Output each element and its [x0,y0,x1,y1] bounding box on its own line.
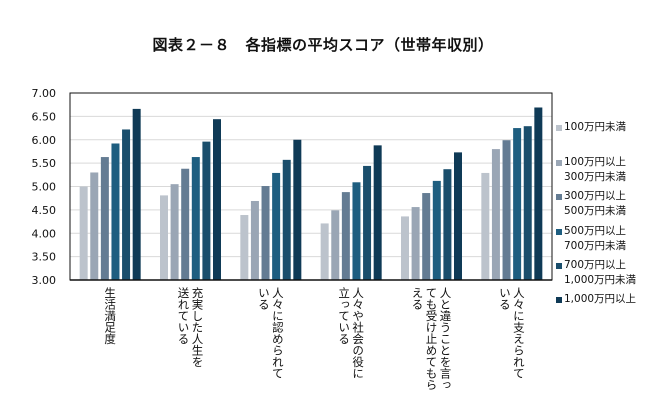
bar [341,192,350,280]
bar [443,169,452,280]
bar [523,126,532,280]
bar [422,193,431,280]
bar [352,182,361,280]
bar [90,172,99,280]
bar [502,140,511,280]
bar [363,165,372,280]
legend-swatch [556,125,562,131]
bar [373,145,382,280]
y-tick-label: 4.50 [32,204,57,217]
bar [261,186,270,280]
legend-swatch [556,297,562,303]
bar [320,223,329,280]
bar [240,215,249,280]
bar [454,152,462,280]
y-tick-label: 3.00 [32,274,57,287]
x-category-label: 人々に支えられて いる [497,287,526,379]
bar [132,108,141,281]
legend-label: 100万円以上 300万円未満 [564,156,627,183]
legend-label: 300万円以上 500万円未満 [564,190,627,217]
bar [213,119,221,281]
bar [79,186,88,280]
x-category-label: 人々に認められて いる [256,287,285,379]
x-category-label: 生活満足度 [103,287,118,345]
bar [282,159,291,280]
x-category-label: 充実した人生を 送れている [176,287,205,368]
x-category-label: 人と違うことを言っ ても受け止めてもら える [410,287,453,391]
bar [160,195,168,280]
bar [534,107,543,281]
bar [432,180,441,280]
bar [100,157,109,280]
bar [293,139,302,280]
y-tick-label: 5.50 [32,157,57,170]
x-category-label: 人々や社会の役に 立っている [337,287,366,379]
legend-label: 700万円以上 1,000万円未満 [564,259,637,286]
legend-swatch [556,160,562,166]
bar [401,216,409,280]
legend-swatch [556,263,562,269]
y-tick-label: 5.00 [32,181,57,194]
legend-label: 1,000万円以上 [564,293,637,305]
y-tick-label: 4.00 [32,227,57,240]
chart-title: 図表２－８ 各指標の平均スコア（世帯年収別） [152,36,494,54]
bar [331,210,340,280]
legend-swatch [556,229,562,235]
bar [272,172,281,280]
y-tick-label: 6.00 [32,134,57,147]
legend-label: 500万円以上 700万円未満 [564,225,627,252]
bar [170,184,179,280]
y-tick-label: 7.00 [32,87,57,100]
legend-label: 100万円未満 [564,121,627,133]
y-tick-label: 6.50 [32,110,57,123]
bar [202,141,211,280]
bar [513,128,522,280]
bar [250,200,259,280]
bar [191,157,200,280]
bar [411,207,420,280]
legend-swatch [556,194,562,200]
y-tick-label: 3.50 [32,251,57,264]
bar [111,143,120,280]
bar [181,168,190,280]
bar [491,149,500,280]
bar [122,129,131,280]
bar [481,172,490,280]
